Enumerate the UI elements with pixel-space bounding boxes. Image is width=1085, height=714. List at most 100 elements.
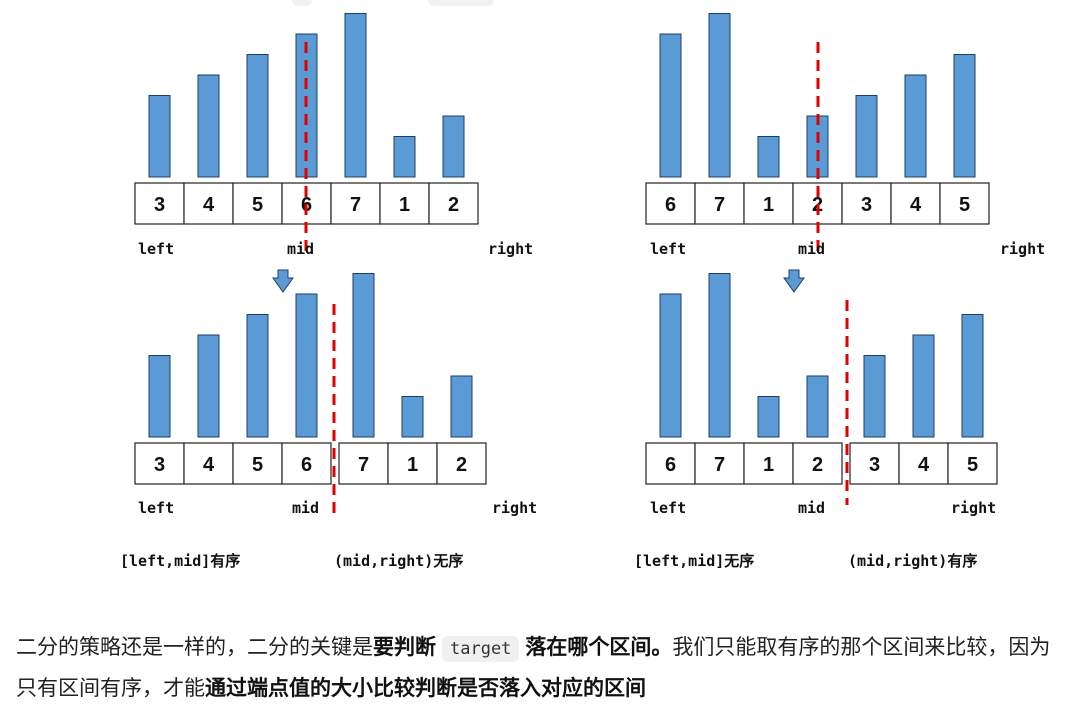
inline-code-target: target	[442, 636, 520, 662]
down-arrow-icon	[783, 269, 805, 293]
array-cell-value: 7	[350, 194, 361, 216]
array-cell	[134, 442, 185, 485]
pointer-label-left: left	[650, 240, 686, 258]
array-cell-value: 1	[763, 454, 774, 476]
array-cell-value: 4	[918, 454, 930, 476]
pointer-label-left: left	[138, 240, 174, 258]
bar-2	[442, 115, 465, 178]
bar-3	[855, 95, 878, 178]
array-cell-value: 3	[154, 454, 165, 476]
array-cell	[792, 442, 843, 485]
array-cell-value: 7	[714, 194, 725, 216]
bar-1	[757, 396, 780, 438]
down-arrow-icon	[272, 269, 294, 293]
diagram-bottom-right: 6 7 1 2 3 4 5 left mid right [left,mid]无序 (mid,righ…	[634, 273, 998, 570]
bar-6	[659, 33, 682, 178]
array-cell-value: 5	[252, 454, 263, 476]
bar-6	[659, 293, 682, 438]
para-bold-2: 落在哪个区间。	[525, 635, 673, 659]
array-cell	[134, 182, 185, 225]
array-cell-value: 7	[714, 454, 725, 476]
pointer-label-mid: mid	[292, 499, 319, 517]
bar-7	[708, 13, 731, 178]
diagram-bottom-left: 3 4 5 6 7 1 2 left mid right [left,mid]有序 (mid,righ…	[120, 273, 537, 570]
array-cell-value: 1	[407, 454, 418, 476]
array-cell-value: 3	[154, 194, 165, 216]
bar-3	[148, 95, 171, 178]
array-cell-value: 1	[399, 194, 410, 216]
bar-2	[450, 375, 473, 438]
array-cell	[645, 442, 696, 485]
array-cell-value: 6	[665, 454, 676, 476]
array-cell	[841, 182, 892, 225]
array-cell	[436, 442, 487, 485]
bar-6	[295, 293, 318, 438]
bar-5	[953, 54, 976, 178]
bar-4	[912, 334, 935, 438]
array-cell	[232, 442, 283, 485]
bar-5	[246, 54, 269, 178]
bar-3	[863, 355, 886, 438]
array-cell-value: 2	[448, 194, 459, 216]
array-cell	[947, 442, 998, 485]
array-cell-value: 2	[456, 454, 467, 476]
array-cell-value: 2	[812, 454, 823, 476]
array-cell-value: 4	[203, 194, 215, 216]
array-cell-value: 5	[252, 194, 263, 216]
array-cell-value: 6	[301, 454, 312, 476]
array-cell	[694, 182, 745, 225]
caption-second-half: (mid,right)无序	[334, 552, 463, 570]
array-cell	[890, 182, 941, 225]
bar-4	[904, 74, 927, 178]
para-text-2: 我们只能取有序的那个区间来比较，因为只有区间有序，才能	[16, 635, 1051, 700]
pointer-label-right: right	[492, 499, 537, 517]
pointer-label-left: left	[138, 499, 174, 517]
pointer-label-right: right	[1000, 240, 1045, 258]
bar-7	[708, 273, 731, 438]
array-cell-value: 3	[869, 454, 880, 476]
array-cell-value: 7	[358, 454, 369, 476]
array-cell	[939, 182, 990, 225]
bar-1	[393, 136, 416, 178]
array-cell	[898, 442, 949, 485]
array-cell	[232, 182, 283, 225]
array-cell	[183, 442, 234, 485]
bar-4	[197, 74, 220, 178]
array-cell-value: 5	[959, 194, 970, 216]
array-cell-value: 4	[203, 454, 215, 476]
array-cell	[183, 182, 234, 225]
array-cell	[387, 442, 438, 485]
bar-3	[148, 355, 171, 438]
bar-2	[806, 375, 829, 438]
para-bold-3: 通过端点值的大小比较判断是否落入对应的区间	[205, 676, 646, 700]
array-cell	[743, 182, 794, 225]
para-text-1: 二分的策略还是一样的，二分的关键是	[16, 635, 373, 659]
para-bold-1: 要判断	[373, 635, 436, 659]
array-cell	[281, 442, 332, 485]
array-cell-value: 1	[763, 194, 774, 216]
bar-2	[806, 115, 829, 178]
bar-1	[757, 136, 780, 178]
array-cell	[849, 442, 900, 485]
binary-search-diagram: 3 4 5 6 7 1 2 left mid right 6 7 1 2 3 4 5 left mid right 3 4…	[120, 13, 1045, 570]
bar-7	[352, 273, 375, 438]
pointer-label-mid: mid	[287, 240, 314, 258]
bar-4	[197, 334, 220, 438]
array-cell	[379, 182, 430, 225]
explanation-paragraph: 二分的策略还是一样的，二分的关键是要判断 target 落在哪个区间。我们只能取有序…	[16, 628, 1071, 708]
array-cell	[338, 442, 389, 485]
pointer-label-right: right	[488, 240, 533, 258]
bar-5	[246, 314, 269, 438]
bar-7	[344, 13, 367, 178]
pointer-label-mid: mid	[798, 499, 825, 517]
pointer-label-mid: mid	[798, 240, 825, 258]
array-cell	[694, 442, 745, 485]
caption-second-half: (mid,right)有序	[848, 552, 977, 570]
bar-1	[401, 396, 424, 438]
bar-5	[961, 314, 984, 438]
array-cell-value: 3	[861, 194, 872, 216]
array-cell-value: 4	[910, 194, 922, 216]
top-scroll-remnant-b	[428, 0, 494, 6]
